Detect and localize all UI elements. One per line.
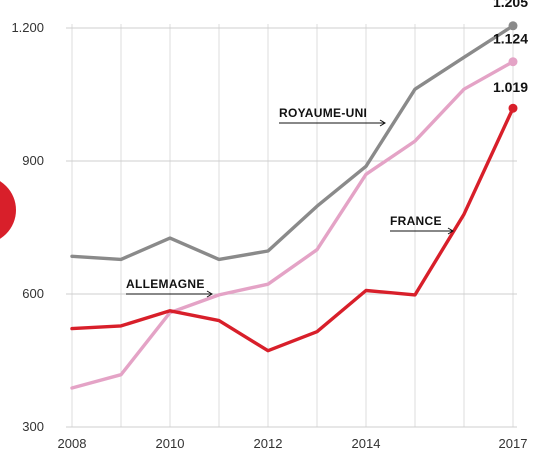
- y-axis-ticks: 300 600 900 1.200: [11, 20, 44, 434]
- x-axis-ticks: 2008 2010 2012 2014 2017: [58, 436, 528, 451]
- series-name-label: ROYAUME-UNI: [279, 106, 367, 120]
- arrow-icon: [206, 290, 213, 298]
- grid: [66, 24, 517, 428]
- x-tick-label: 2008: [58, 436, 87, 451]
- series-line-allemagne: [70, 60, 515, 390]
- y-tick-label: 300: [22, 419, 44, 434]
- end-labels: 1.205 1.124 1.019: [493, 0, 528, 95]
- series-name-label: FRANCE: [390, 214, 442, 228]
- x-tick-label: 2017: [499, 436, 528, 451]
- x-tick-label: 2014: [352, 436, 381, 451]
- x-tick-label: 2010: [156, 436, 185, 451]
- x-tick-label: 2012: [254, 436, 283, 451]
- series-labels: ROYAUME-UNI ALLEMAGNE FRANCE: [126, 106, 454, 298]
- end-marker: [508, 57, 518, 67]
- y-tick-label: 1.200: [11, 20, 44, 35]
- series-name-label: ALLEMAGNE: [126, 277, 205, 291]
- series-line-france: [70, 106, 515, 353]
- arrow-icon: [379, 119, 386, 127]
- end-value-label: 1.124: [493, 31, 528, 47]
- end-value-label: 1.019: [493, 79, 528, 95]
- decorative-red-circle: [0, 181, 16, 239]
- y-tick-label: 600: [22, 286, 44, 301]
- end-marker: [508, 103, 518, 113]
- end-marker: [508, 21, 518, 31]
- end-markers: [508, 21, 518, 113]
- y-tick-label: 900: [22, 153, 44, 168]
- end-value-label: 1.205: [493, 0, 528, 10]
- arrow-icon: [447, 227, 454, 235]
- series-line-royaume-uni: [70, 24, 515, 262]
- series-lines: [70, 24, 515, 390]
